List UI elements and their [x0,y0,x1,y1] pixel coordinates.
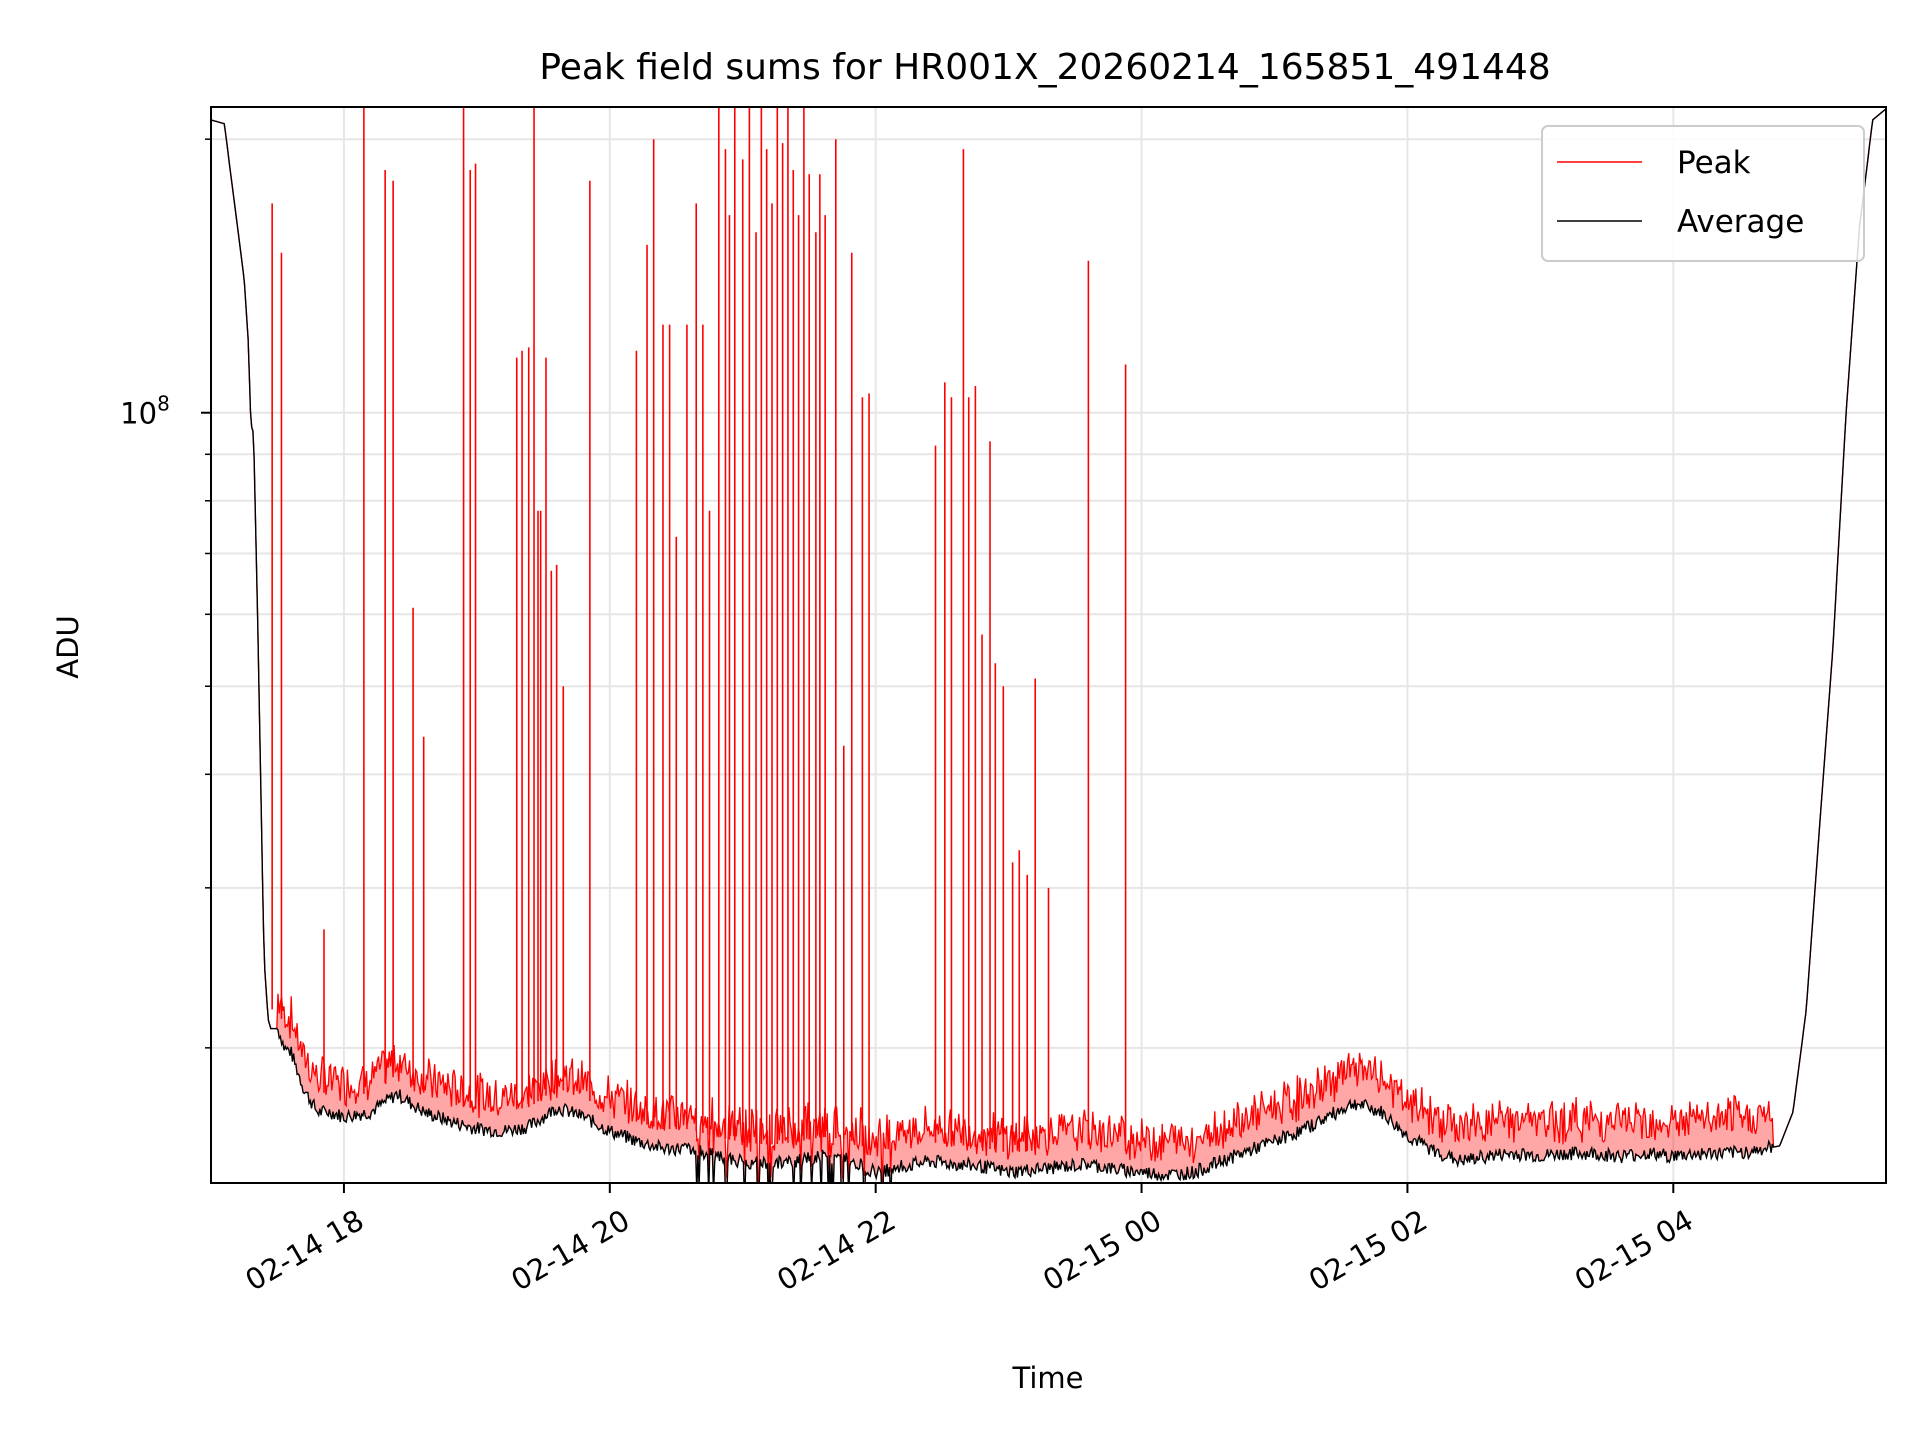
peak-noise-band [211,108,1886,1183]
plot-frame [210,106,1887,1184]
y-axis-label: ADU [51,615,85,678]
chart-title: Peak field sums for HR001X_20260214_1658… [539,47,1550,88]
x-axis-label: Time [1012,1361,1084,1395]
average-series-line [211,108,1886,1183]
legend-peak-label: Peak [1677,145,1751,181]
average-band-fill [211,108,1886,1183]
legend-box [1541,125,1865,262]
grid-lines [211,107,1886,1183]
y-axis: 108 [120,138,211,1049]
peak-series-layer [211,107,1886,1183]
legend: Peak Average [1541,125,1865,262]
legend-average-label: Average [1677,204,1804,240]
average-series-layer [211,108,1886,1183]
y-tick-label: 108 [120,392,170,431]
